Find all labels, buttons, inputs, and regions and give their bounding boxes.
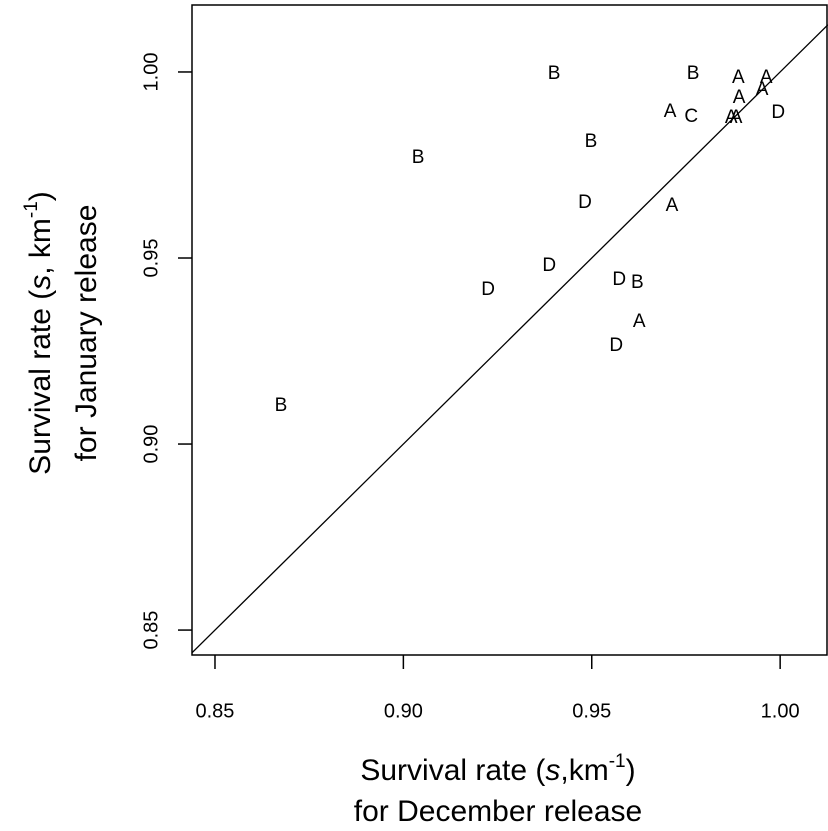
point-label: A [733,87,746,108]
point-label: B [412,147,425,168]
y-tick-label: 0.90 [140,425,162,464]
axis-label-part: -1 [21,201,42,218]
point-label: D [771,102,785,123]
point-label: A [732,67,745,88]
y-tick-label: 1.00 [140,53,162,92]
axis-label: for January release [70,205,103,462]
axis-label-part: s [545,754,560,787]
y-tick-label: 0.95 [140,239,162,278]
point-label: D [481,279,495,300]
axis-label: Survival rate (s, km-1) [21,191,57,475]
point-label: A [666,195,679,216]
point-label: B [275,395,288,416]
axis-label-part: ,km [560,754,608,787]
axis-label-part: -1 [609,751,626,772]
point-label: A [633,311,646,332]
point-label: A [725,107,738,128]
point-label: D [609,335,623,356]
point-label: A [730,107,743,128]
plot-frame [191,4,828,656]
point-label: D [612,269,626,290]
axis-label-part: s [24,275,57,290]
point-label: D [578,192,592,213]
axis-label-part: Survival rate ( [360,754,545,787]
x-tick-label: 1.00 [761,700,800,722]
axis-label-part: Survival rate ( [24,290,57,475]
x-tick-label: 0.85 [196,700,235,722]
axis-label: Survival rate (s,km-1) [360,751,635,787]
point-label: C [684,106,698,127]
axis-label-part: , km [24,218,57,275]
point-label: A [760,67,773,88]
point-label: A [664,101,677,122]
x-tick-label: 0.95 [572,700,611,722]
axis-label-part: ) [626,754,636,787]
y-tick-label: 0.85 [140,611,162,650]
axis-label-part: ) [24,191,57,201]
point-label: B [548,63,561,84]
point-label: D [542,255,556,276]
axis-label: for December release [354,795,642,828]
identity-line [192,24,828,654]
point-label: B [631,272,644,293]
point-label: A [756,79,769,100]
x-tick-label: 0.90 [384,700,423,722]
point-label: B [687,63,700,84]
point-label: B [585,131,598,152]
